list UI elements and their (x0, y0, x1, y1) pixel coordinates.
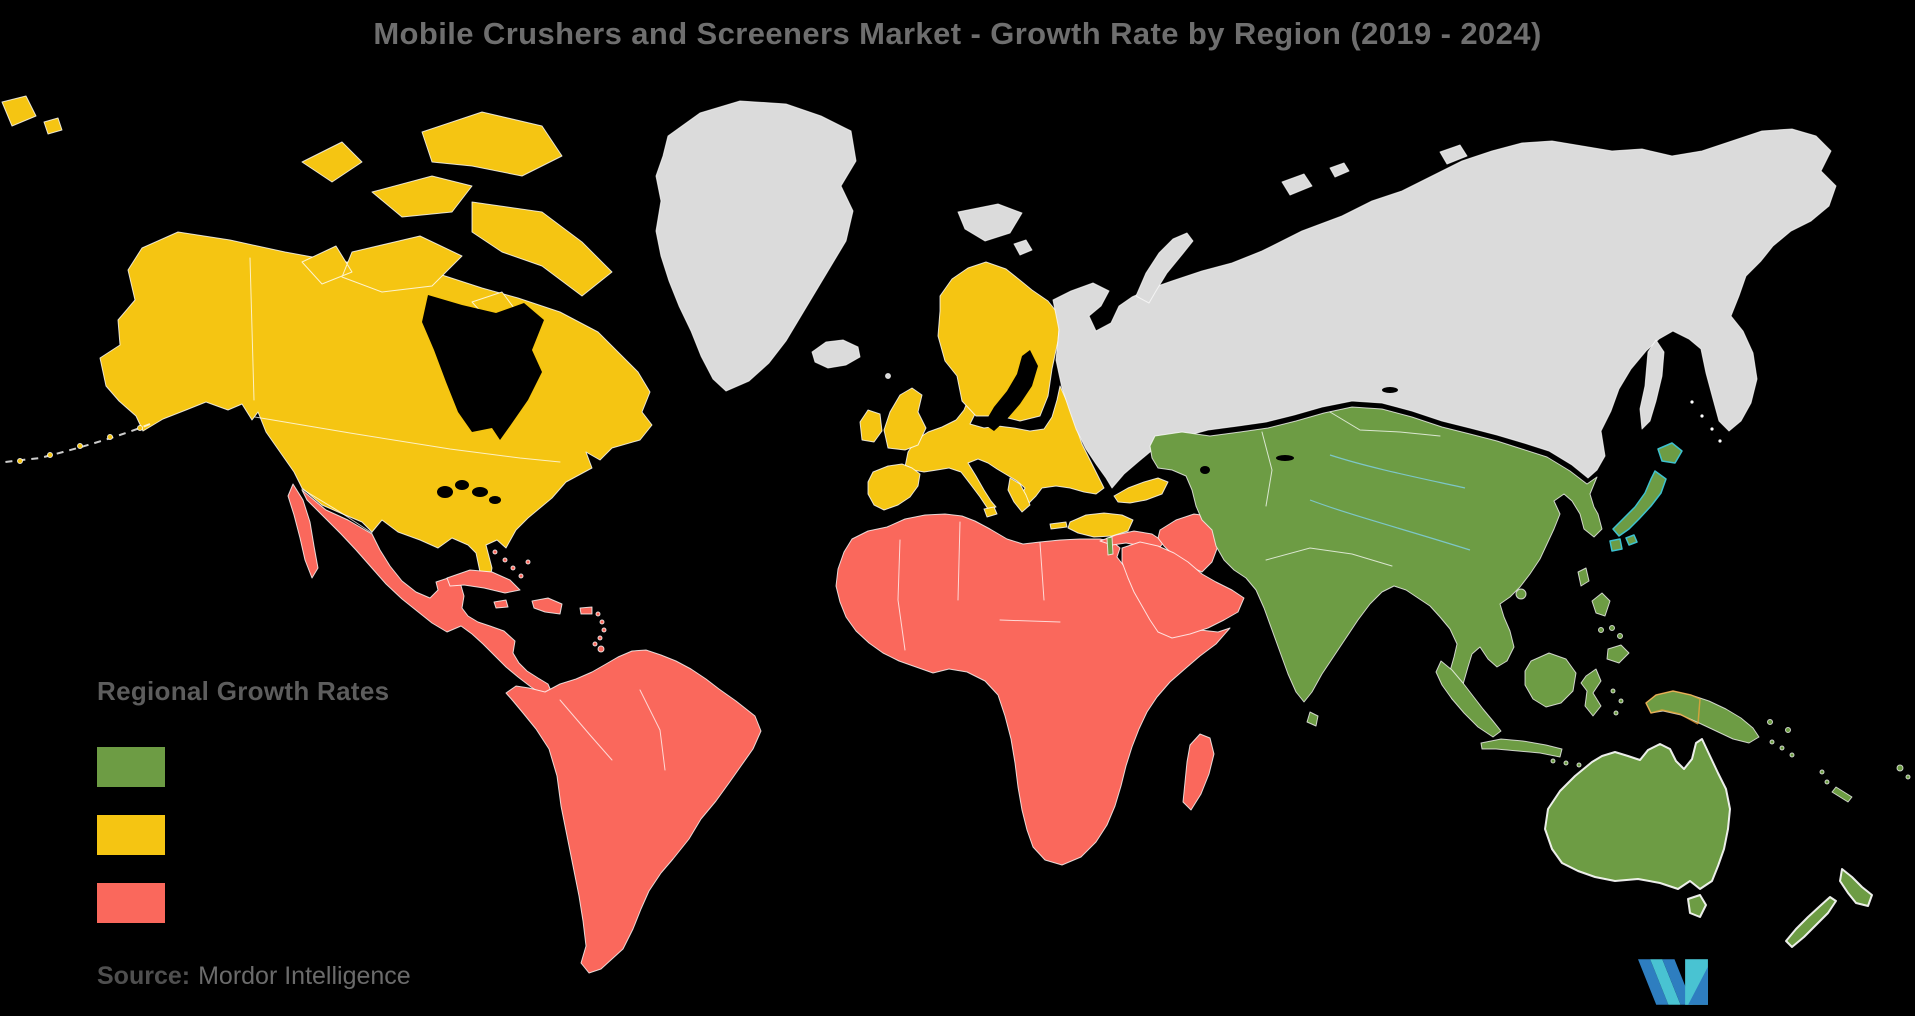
iberia[interactable] (867, 463, 921, 511)
lesser-antilles (592, 611, 607, 653)
new-zealand-north[interactable] (1839, 868, 1873, 907)
sicily[interactable] (983, 506, 998, 518)
south-america[interactable] (505, 649, 762, 974)
iceland[interactable] (811, 339, 861, 369)
cuba[interactable] (446, 569, 521, 594)
source-text: Mordor Intelligence (198, 962, 411, 990)
taiwan (1577, 567, 1590, 587)
mexico-central-america[interactable] (301, 489, 552, 696)
kuril-islands (1690, 400, 1722, 443)
caucasus[interactable] (1113, 477, 1169, 504)
source-line: Source: Mordor Intelligence (97, 962, 411, 991)
africa[interactable] (835, 513, 1231, 866)
legend-swatch-mid[interactable] (97, 815, 165, 855)
hokkaido (1657, 442, 1683, 464)
region-asia-pacific[interactable] (1106, 406, 1911, 803)
aral-sea (1200, 466, 1210, 474)
baltic-sea (984, 350, 1038, 431)
asia-mainland[interactable] (1149, 406, 1603, 703)
java (1480, 738, 1563, 758)
great-lake (489, 496, 501, 504)
kyushu (1609, 538, 1623, 552)
hudson-bay (422, 295, 544, 440)
madagascar[interactable] (1182, 733, 1215, 811)
tasmania[interactable] (1687, 894, 1707, 918)
melanesia-islands (1767, 719, 1911, 803)
region-north-america[interactable] (1, 95, 653, 579)
iran[interactable] (1157, 513, 1219, 573)
aleutian-islands (4, 423, 151, 464)
new-zealand-south[interactable] (1785, 896, 1837, 948)
sakhalin[interactable] (1639, 339, 1665, 430)
baja-california[interactable] (287, 483, 319, 579)
great-lake (472, 487, 488, 497)
lake-balkhash (1276, 455, 1294, 461)
water-overlays (422, 295, 1398, 504)
region-africa-middle-east[interactable] (835, 513, 1245, 866)
greenland[interactable] (655, 100, 857, 392)
new-guinea[interactable] (1645, 690, 1760, 744)
novaya-zemlya[interactable] (1135, 232, 1194, 304)
region-japan[interactable] (1609, 442, 1683, 552)
arctic-specks (1281, 144, 1468, 196)
page-title: Mobile Crushers and Screeners Market - G… (373, 16, 1542, 51)
region-oceania[interactable] (1544, 738, 1873, 948)
hainan (1515, 588, 1527, 600)
source-label: Source: (97, 962, 191, 990)
russia[interactable] (1052, 128, 1837, 489)
scandinavia[interactable] (937, 261, 1061, 422)
jamaica (493, 599, 509, 609)
rivers (1309, 454, 1471, 551)
great-lake (437, 486, 453, 498)
australia[interactable] (1544, 738, 1731, 890)
legend: Regional Growth Rates (97, 676, 389, 923)
legend-swatch-high[interactable] (97, 747, 165, 787)
svalbard[interactable] (957, 203, 1033, 256)
israel (1106, 536, 1114, 556)
great-lake (455, 480, 469, 490)
great-britain[interactable] (883, 387, 927, 451)
shikoku (1625, 534, 1638, 546)
philippines[interactable] (1591, 592, 1630, 664)
bahamas (492, 549, 531, 579)
borneo (1524, 652, 1577, 708)
sri-lanka (1306, 711, 1319, 727)
indonesian-papua-border (1645, 690, 1701, 725)
hispaniola[interactable] (531, 597, 563, 615)
honshu (1612, 470, 1667, 537)
lake-baikal (1382, 387, 1398, 393)
sumatra (1435, 660, 1502, 738)
sulawesi (1580, 668, 1602, 717)
logo-bar-3 (1662, 959, 1693, 1005)
region-no-data[interactable] (655, 100, 1837, 489)
arabian-peninsula[interactable] (1121, 541, 1245, 639)
country-borders (249, 257, 1441, 771)
mordor-intelligence-logo (1638, 959, 1714, 1005)
indonesia[interactable] (1435, 652, 1624, 770)
faroe-islands (885, 373, 891, 379)
legend-swatch-low[interactable] (97, 883, 165, 923)
logo-bar-2 (1650, 959, 1681, 1005)
crete[interactable] (1049, 521, 1068, 530)
legend-title: Regional Growth Rates (97, 676, 390, 706)
logo-bar-1 (1638, 959, 1669, 1005)
turkey[interactable] (1067, 512, 1134, 538)
greece[interactable] (1007, 477, 1031, 513)
region-latin-america[interactable] (287, 483, 762, 974)
puerto-rico (579, 606, 593, 615)
ireland[interactable] (859, 409, 883, 443)
